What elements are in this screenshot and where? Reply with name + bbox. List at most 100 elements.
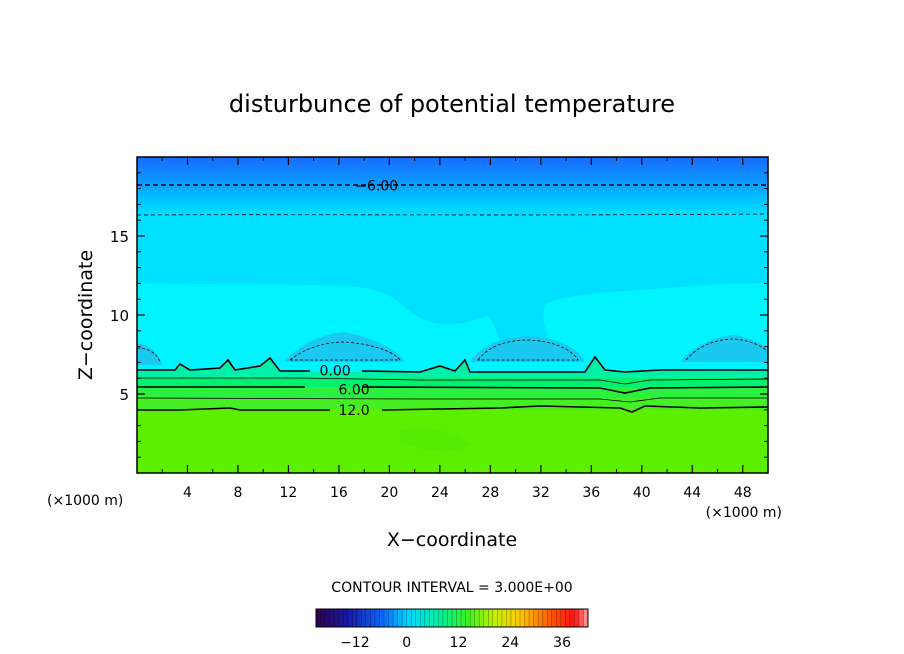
- colorbar-swatch: [533, 609, 539, 627]
- colorbar-swatch: [365, 609, 371, 627]
- x-tick-label: 20: [380, 485, 398, 501]
- colorbar-swatch: [343, 609, 349, 627]
- colorbar-swatch: [370, 609, 376, 627]
- y-tick-label: 15: [110, 228, 129, 246]
- contour-label: 12.0: [338, 403, 369, 419]
- colorbar-swatch: [551, 609, 557, 627]
- field-blob-4: [680, 335, 768, 362]
- colorbar-swatch: [538, 609, 543, 627]
- colorbar-swatch: [547, 609, 553, 627]
- colorbar-swatch: [438, 609, 444, 627]
- colorbar-swatch: [465, 609, 471, 627]
- x-tick-label: 48: [734, 485, 752, 501]
- contour-label: 6.00: [338, 382, 369, 398]
- x-axis-ticks: 4 8 12 16 20 24 28 32 36 40 44 48: [161, 157, 752, 501]
- x-tick-label: 28: [481, 485, 499, 501]
- colorbar-swatch: [452, 609, 457, 627]
- x-unit-label: (×1000 m): [706, 505, 782, 521]
- colorbar-swatch: [560, 609, 566, 627]
- contour-12: [137, 405, 768, 413]
- colorbar-swatch: [402, 609, 407, 627]
- colorbar-swatch: [429, 609, 435, 627]
- x-tick-label: 8: [233, 485, 242, 501]
- x-tick-label: 16: [330, 485, 348, 501]
- contour-blob-3: [477, 339, 579, 361]
- colorbar-swatch: [529, 609, 534, 627]
- colorbar-swatch: [379, 609, 385, 627]
- colorbar-swatch: [510, 609, 516, 627]
- colorbar-swatch: [569, 609, 575, 627]
- x-tick-label: 24: [431, 485, 449, 501]
- colorbar-swatch: [506, 609, 512, 627]
- x-tick-label: 12: [280, 485, 298, 501]
- y-tick-label: 5: [119, 386, 129, 404]
- x-axis-label: X−coordinate: [387, 529, 517, 551]
- colorbar-swatch: [352, 609, 358, 627]
- colorbar-swatch: [316, 609, 321, 627]
- y-tick-label: 10: [110, 307, 129, 325]
- colorbar-swatch: [393, 609, 398, 627]
- colorbar-swatch: [388, 609, 394, 627]
- colorbar-swatch: [424, 609, 430, 627]
- x-tick-label: 40: [633, 485, 651, 501]
- colorbar-swatch: [470, 609, 475, 627]
- colorbar-tick-label: 24: [501, 635, 519, 651]
- colorbar-swatch: [520, 609, 525, 627]
- colorbar-swatch: [442, 609, 448, 627]
- colorbar: [315, 608, 589, 628]
- x-tick-label: 36: [582, 485, 600, 501]
- colorbar-swatch: [556, 609, 562, 627]
- colorbar-swatch: [583, 609, 589, 627]
- colorbar-swatch: [461, 609, 466, 627]
- colorbar-tick-label: 12: [450, 635, 468, 651]
- colorbar-swatch: [578, 609, 584, 627]
- colorbar-frame: [315, 608, 589, 628]
- colorbar-swatch: [574, 609, 580, 627]
- colorbar-swatch: [565, 609, 571, 627]
- x-tick-label: 44: [683, 485, 701, 501]
- chart-title: disturbunce of potential temperature: [229, 90, 675, 118]
- contour-6: [137, 386, 768, 394]
- colorbar-swatch: [497, 609, 503, 627]
- colorbar-swatch: [447, 609, 453, 627]
- colorbar-tick-label: 36: [553, 635, 571, 651]
- colorbar-swatch: [374, 609, 380, 627]
- colorbar-swatch: [334, 609, 339, 627]
- colorbar-swatch: [384, 609, 389, 627]
- contour-blob-1: [137, 347, 161, 363]
- colorbar-swatch: [456, 609, 462, 627]
- colorbar-swatch: [415, 609, 421, 627]
- contour-blob-4: [685, 338, 768, 361]
- y-axis-label: Z−coordinate: [75, 250, 97, 380]
- y-axis-ticks: 5 10 15: [110, 172, 768, 458]
- colorbar-tick-label: 0: [402, 635, 411, 651]
- colorbar-swatch: [524, 609, 530, 627]
- colorbar-ticks: −12 0 12 24 36: [340, 635, 571, 651]
- colorbar-swatch: [483, 609, 489, 627]
- colorbar-tick-label: −12: [340, 635, 370, 651]
- colorbar-swatch: [501, 609, 507, 627]
- colorbar-swatch: [492, 609, 498, 627]
- x-tick-label: 32: [532, 485, 550, 501]
- contour-label: −6.00: [355, 178, 398, 194]
- contour-interval-label: CONTOUR INTERVAL = 3.000E+00: [331, 580, 572, 596]
- colorbar-swatch: [542, 609, 548, 627]
- contour-9: [137, 397, 768, 403]
- colorbar-swatch: [488, 609, 494, 627]
- field-green-patch: [400, 428, 470, 452]
- colorbar-swatch: [474, 609, 480, 627]
- field-blob-3: [470, 336, 585, 362]
- colorbar-swatch: [356, 609, 362, 627]
- contour-zero: [137, 355, 768, 373]
- contour-minus3: [137, 213, 768, 216]
- colorbar-swatch: [397, 609, 403, 627]
- colorbar-swatch: [347, 609, 353, 627]
- colorbar-swatch: [515, 609, 521, 627]
- z-unit-label: (×1000 m): [47, 493, 123, 509]
- colorbar-swatch: [325, 609, 330, 627]
- field-blob-2: [285, 332, 405, 362]
- colorbar-swatch: [361, 609, 367, 627]
- plot-area: [137, 157, 768, 473]
- colorbar-swatch: [411, 609, 417, 627]
